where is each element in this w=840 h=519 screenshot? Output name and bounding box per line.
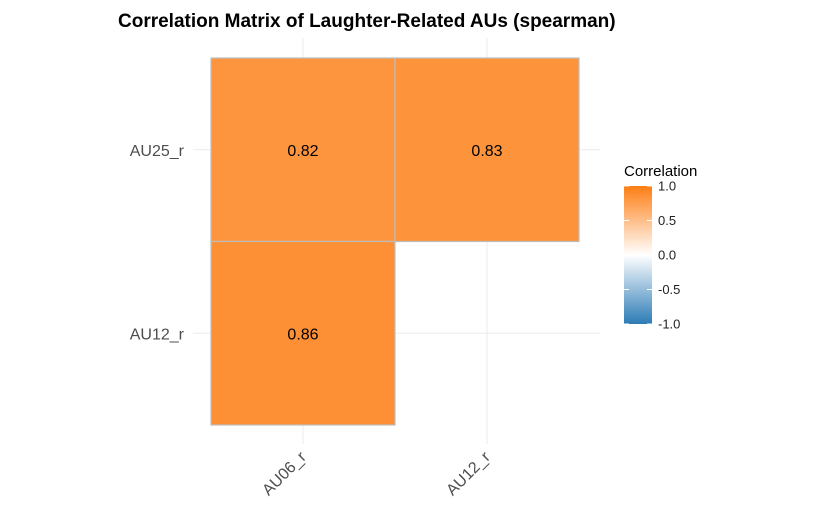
heatmap-cell [394,57,580,243]
legend-tick-label: 1.0 [658,179,676,194]
color-legend: Correlation 1.0 0.5 0.0 -0.5 -1.0 [624,163,697,332]
y-tick-label: AU25_r [130,143,185,160]
legend-tick-label: 0.5 [658,213,676,228]
heatmap-cell [210,57,396,243]
x-tick-label: AU12_r [443,448,494,499]
legend-tick-label: -1.0 [658,317,680,332]
cell-value-labels: 0.82 0.83 0.86 [287,143,502,344]
cell-value-label: 0.83 [471,143,502,160]
heatmap-cells [210,57,580,426]
legend-ticks: 1.0 0.5 0.0 -0.5 -1.0 [624,179,680,332]
cell-value-label: 0.86 [287,326,318,343]
legend-tick-label: -0.5 [658,282,680,297]
legend-title: Correlation [624,163,697,180]
cell-value-label: 0.82 [287,143,318,160]
x-axis-ticks: AU06_r AU12_r [259,448,494,499]
x-tick-label: AU06_r [259,448,310,499]
heatmap-cell [210,240,396,426]
legend-tick-label: 0.0 [658,248,676,263]
y-tick-label: AU12_r [130,326,185,343]
y-axis-ticks: AU12_r AU25_r [130,143,185,344]
chart-title: Correlation Matrix of Laughter-Related A… [118,11,616,32]
